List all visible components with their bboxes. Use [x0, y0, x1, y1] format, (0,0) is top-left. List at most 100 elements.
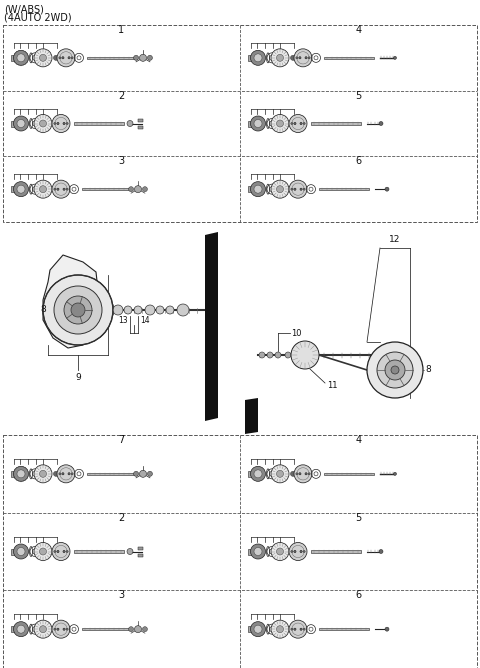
- Circle shape: [57, 550, 59, 552]
- Circle shape: [303, 550, 305, 552]
- Circle shape: [63, 122, 65, 124]
- Circle shape: [53, 472, 59, 476]
- Circle shape: [127, 120, 133, 126]
- Circle shape: [379, 550, 383, 554]
- Bar: [248, 186, 253, 192]
- Circle shape: [291, 188, 293, 190]
- Circle shape: [66, 122, 68, 124]
- Circle shape: [34, 620, 52, 638]
- Text: 10: 10: [291, 329, 301, 337]
- Circle shape: [289, 180, 307, 198]
- Circle shape: [251, 116, 265, 131]
- Circle shape: [391, 366, 399, 374]
- Circle shape: [68, 473, 70, 475]
- Circle shape: [294, 188, 296, 190]
- Circle shape: [13, 544, 28, 559]
- Circle shape: [299, 57, 301, 59]
- Circle shape: [34, 542, 52, 560]
- Circle shape: [57, 628, 59, 630]
- Text: 9: 9: [75, 373, 81, 382]
- Circle shape: [34, 49, 52, 67]
- Bar: [324, 472, 374, 475]
- Circle shape: [166, 306, 174, 314]
- Circle shape: [254, 548, 262, 556]
- Circle shape: [13, 466, 28, 482]
- Circle shape: [296, 473, 298, 475]
- Circle shape: [68, 57, 70, 59]
- Text: 4: 4: [355, 435, 361, 445]
- Circle shape: [63, 188, 65, 190]
- Bar: [311, 122, 361, 125]
- Circle shape: [305, 57, 307, 59]
- Circle shape: [53, 186, 59, 192]
- Bar: [11, 626, 16, 632]
- Circle shape: [17, 470, 25, 478]
- Circle shape: [367, 342, 423, 398]
- Circle shape: [294, 49, 312, 67]
- Circle shape: [54, 188, 56, 190]
- Bar: [248, 626, 253, 632]
- Circle shape: [66, 550, 68, 552]
- Circle shape: [271, 49, 289, 67]
- Bar: [248, 55, 253, 61]
- Text: 5: 5: [355, 512, 361, 522]
- Bar: [138, 126, 143, 128]
- Circle shape: [57, 465, 75, 483]
- Circle shape: [251, 544, 265, 559]
- Circle shape: [254, 54, 262, 62]
- Text: 13: 13: [119, 316, 128, 325]
- Text: 5: 5: [355, 91, 361, 101]
- Circle shape: [147, 55, 153, 60]
- Circle shape: [300, 550, 302, 552]
- Circle shape: [276, 54, 284, 61]
- Bar: [248, 120, 253, 126]
- Text: 6: 6: [355, 591, 361, 601]
- Circle shape: [299, 473, 301, 475]
- Circle shape: [59, 472, 63, 476]
- Circle shape: [290, 627, 296, 632]
- Circle shape: [156, 306, 164, 314]
- Bar: [11, 55, 16, 61]
- Circle shape: [17, 625, 25, 633]
- Circle shape: [308, 473, 310, 475]
- Bar: [324, 57, 374, 59]
- Circle shape: [300, 550, 302, 552]
- Circle shape: [294, 628, 296, 630]
- Circle shape: [385, 360, 405, 380]
- Text: (4AUTO 2WD): (4AUTO 2WD): [4, 13, 72, 23]
- Circle shape: [129, 186, 133, 192]
- Circle shape: [39, 470, 47, 478]
- Circle shape: [66, 188, 68, 190]
- Circle shape: [52, 620, 70, 638]
- Circle shape: [63, 628, 65, 630]
- Circle shape: [254, 185, 262, 193]
- Circle shape: [141, 55, 145, 60]
- Bar: [11, 186, 16, 192]
- Bar: [87, 57, 137, 59]
- Bar: [311, 550, 361, 552]
- Circle shape: [289, 620, 307, 638]
- Circle shape: [291, 550, 293, 552]
- Circle shape: [63, 188, 65, 190]
- Circle shape: [71, 303, 85, 317]
- Circle shape: [127, 548, 133, 554]
- Circle shape: [17, 185, 25, 193]
- Circle shape: [300, 188, 302, 190]
- Circle shape: [294, 550, 296, 552]
- Circle shape: [294, 188, 296, 190]
- Circle shape: [296, 57, 298, 59]
- Bar: [138, 554, 143, 556]
- Circle shape: [71, 473, 73, 475]
- Circle shape: [39, 54, 47, 61]
- Circle shape: [140, 54, 146, 61]
- Circle shape: [271, 620, 289, 638]
- Circle shape: [13, 182, 28, 196]
- Circle shape: [59, 55, 63, 60]
- Circle shape: [290, 186, 296, 192]
- Circle shape: [129, 627, 133, 632]
- Circle shape: [71, 57, 73, 59]
- Circle shape: [57, 122, 59, 124]
- Circle shape: [66, 628, 68, 630]
- Circle shape: [285, 352, 291, 358]
- Circle shape: [39, 626, 47, 633]
